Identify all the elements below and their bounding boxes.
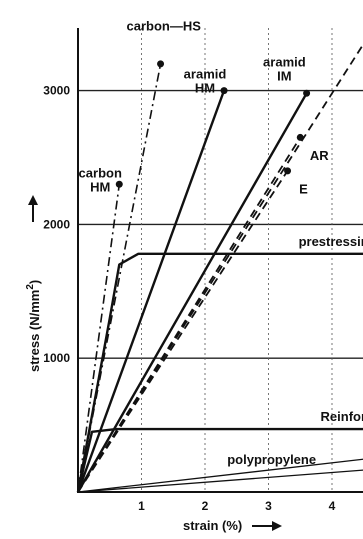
series-label-line: HM — [195, 81, 215, 96]
y-tick-label-2000: 2000 — [43, 217, 70, 231]
series-label-line: prestressing steel — [299, 234, 363, 249]
series-line-ar — [77, 136, 302, 493]
series-label-line: AR — [310, 148, 329, 163]
series-endpoint-aramid-im — [303, 89, 311, 97]
series-line-reinforcing-steel — [76, 427, 363, 493]
axes — [77, 28, 363, 493]
series-line-polypropylene — [77, 458, 363, 493]
y-axis-title-close: ) — [27, 280, 42, 284]
series-line-e — [77, 170, 289, 493]
series-label-aramid-im: aramid IM — [263, 55, 306, 84]
x-tick-label-1: 1 — [138, 499, 145, 513]
series-label-carbon-hm: carbon HM — [79, 166, 122, 195]
series-line-carbon-hm — [77, 184, 121, 493]
series-label-line: aramid — [184, 67, 227, 82]
series-label-polypropylene: polypropylene — [227, 452, 316, 467]
x-tick-label-3: 3 — [265, 499, 272, 513]
series-endpoint-carbon-hs — [157, 60, 165, 68]
series-label-line: HM — [90, 180, 110, 195]
series-line-aramid-hm — [76, 90, 226, 493]
y-tick-label-1000: 1000 — [43, 351, 70, 365]
series-label-line: E — [299, 182, 308, 197]
series-label-e: E — [299, 182, 308, 197]
x-axis-arrowhead — [272, 521, 282, 531]
y-tick-label-3000: 3000 — [43, 84, 70, 98]
series-label-aramid-hm: aramid HM — [184, 67, 227, 96]
series-endpoint-ar — [296, 133, 304, 141]
series-line-nylon — [77, 469, 363, 493]
y-axis-arrowhead — [28, 195, 38, 205]
y-axis-title-exponent: 2 — [25, 284, 36, 290]
series-endpoint-carbon-hm — [115, 180, 123, 188]
series-labels: carbon—HSaramidHMaramidIMSglasscarbonHMA… — [79, 18, 363, 467]
series-label-line: Reinforcing steel — [321, 409, 363, 424]
series-label-line: IM — [277, 69, 291, 84]
series-line-carbon-hs — [77, 63, 162, 493]
series-label-carbon-hs: carbon—HS — [127, 18, 202, 33]
series-endpoint-aramid-hm — [220, 87, 228, 95]
tick-labels: 10002000300012345 — [43, 84, 336, 513]
series-line-aramid-im — [76, 92, 308, 493]
y-axis-title-main: stress (N/mm — [27, 290, 42, 372]
y-axis-title-group: stress (N/mm2) — [25, 280, 42, 372]
series-endpoint-e — [284, 167, 292, 175]
series-label-ar: AR — [310, 148, 329, 163]
grid — [78, 28, 363, 492]
series-label-reinforcing-steel: Reinforcing steel — [321, 409, 363, 424]
series-layer — [76, 43, 363, 493]
series-label-line: carbon — [79, 166, 122, 181]
x-axis-title: strain (%) — [183, 518, 242, 533]
x-tick-label-2: 2 — [202, 499, 209, 513]
y-axis-title: stress (N/mm2) — [25, 280, 42, 372]
series-label-line: aramid — [263, 55, 306, 70]
series-label-prestressing-steel: prestressing steel — [299, 234, 363, 249]
series-label-line: carbon—HS — [127, 18, 202, 33]
series-label-line: polypropylene — [227, 452, 316, 467]
series-line-prestressing-steel — [76, 252, 363, 493]
x-tick-label-4: 4 — [329, 499, 336, 513]
